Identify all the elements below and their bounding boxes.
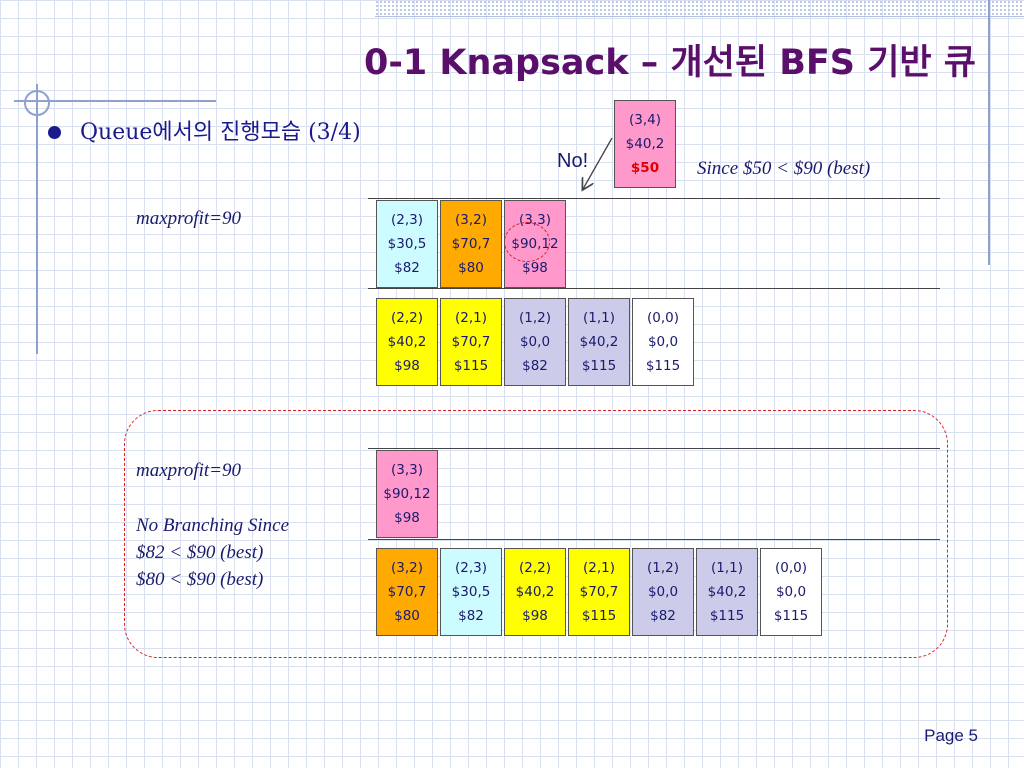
node-label: (3,2) bbox=[454, 212, 487, 228]
node-weight-profit: $70,7 bbox=[451, 334, 491, 350]
frame-right-line bbox=[988, 0, 990, 265]
node-label: (3,4) bbox=[628, 112, 661, 128]
frame-left-line bbox=[36, 84, 38, 354]
node-label: (0,0) bbox=[646, 310, 679, 326]
queue-node: (2,2) $40,2 $98 bbox=[504, 548, 566, 636]
node-label: (1,2) bbox=[646, 560, 679, 576]
page-number: Page 5 bbox=[924, 726, 978, 745]
no-branching-text: No Branching Since bbox=[136, 515, 290, 536]
queue-node: (1,1) $40,2 $115 bbox=[568, 298, 630, 386]
node-bound: $98 bbox=[394, 358, 420, 374]
node-weight-profit: $90,12 bbox=[383, 486, 431, 502]
node-weight-profit: $70,7 bbox=[387, 584, 427, 600]
node-label: (1,1) bbox=[582, 310, 615, 326]
node-weight-profit: $40,2 bbox=[707, 584, 747, 600]
node-weight-profit: $40,2 bbox=[625, 136, 665, 152]
node-bound: $82 bbox=[394, 260, 420, 276]
node-label: (0,0) bbox=[774, 560, 807, 576]
node-label: (2,2) bbox=[518, 560, 551, 576]
node-bound: $98 bbox=[522, 260, 548, 276]
queue-node: (3,2) $70,7 $80 bbox=[440, 200, 502, 288]
queue-node: (0,0) $0,0 $115 bbox=[632, 298, 694, 386]
node-weight-profit: $0,0 bbox=[775, 584, 807, 600]
node-label: (1,2) bbox=[518, 310, 551, 326]
queue-node: (2,2) $40,2 $98 bbox=[376, 298, 438, 386]
lower-queue-line-top bbox=[368, 448, 940, 449]
queue-node: (2,1) $70,7 $115 bbox=[568, 548, 630, 636]
queue-node: (3,2) $70,7 $80 bbox=[376, 548, 438, 636]
queue-node: (2,1) $70,7 $115 bbox=[440, 298, 502, 386]
bullet-dot bbox=[48, 126, 61, 139]
rejected-node: (3,4) $40,2 $50 bbox=[614, 100, 676, 188]
node-weight-profit: $0,0 bbox=[647, 584, 679, 600]
since-note: Since $50 < $90 (best) bbox=[697, 158, 871, 179]
queue-node: (0,0) $0,0 $115 bbox=[760, 548, 822, 636]
node-weight-profit: $40,2 bbox=[579, 334, 619, 350]
queue-node: (1,2) $0,0 $82 bbox=[632, 548, 694, 636]
frame-corner-circle bbox=[24, 90, 50, 116]
node-weight-profit: $40,2 bbox=[387, 334, 427, 350]
node-bound: $80 bbox=[394, 608, 420, 624]
upper-queue-line-bottom bbox=[368, 288, 940, 289]
reason-2: $80 < $90 (best) bbox=[136, 569, 264, 590]
header-dot-band bbox=[375, 0, 1024, 16]
node-bound: $115 bbox=[645, 358, 681, 374]
node-bound: $82 bbox=[650, 608, 676, 624]
node-weight-profit: $70,7 bbox=[579, 584, 619, 600]
node-bound: $82 bbox=[458, 608, 484, 624]
node-label: (3,2) bbox=[390, 560, 423, 576]
node-weight-profit: $70,7 bbox=[451, 236, 491, 252]
node-label: (2,1) bbox=[582, 560, 615, 576]
queue-node: (2,3) $30,5 $82 bbox=[376, 200, 438, 288]
no-label: No! bbox=[557, 150, 589, 172]
node-label: (2,3) bbox=[390, 212, 423, 228]
queue-node: (1,2) $0,0 $82 bbox=[504, 298, 566, 386]
node-bound: $115 bbox=[453, 358, 489, 374]
bullet-text: Queue에서의 진행모습 (3/4) bbox=[80, 120, 361, 145]
queue-node: (2,3) $30,5 $82 bbox=[440, 548, 502, 636]
node-label: (3,3) bbox=[390, 462, 423, 478]
node-weight-profit: $30,5 bbox=[451, 584, 491, 600]
lower-queue-line-bottom bbox=[368, 539, 940, 540]
highlight-circle bbox=[504, 222, 550, 262]
node-bound: $98 bbox=[394, 510, 420, 526]
upper-maxprofit: maxprofit=90 bbox=[136, 208, 242, 229]
node-bound: $115 bbox=[581, 358, 617, 374]
node-bound: $50 bbox=[630, 160, 660, 176]
node-weight-profit: $0,0 bbox=[519, 334, 551, 350]
node-bound: $115 bbox=[581, 608, 617, 624]
header-band-line bbox=[375, 16, 1024, 17]
node-bound: $82 bbox=[522, 358, 548, 374]
node-bound: $98 bbox=[522, 608, 548, 624]
frame-top-line bbox=[14, 100, 216, 102]
queue-node: (1,1) $40,2 $115 bbox=[696, 548, 758, 636]
reason-1: $82 < $90 (best) bbox=[136, 542, 264, 563]
node-bound: $115 bbox=[773, 608, 809, 624]
node-weight-profit: $0,0 bbox=[647, 334, 679, 350]
node-label: (2,3) bbox=[454, 560, 487, 576]
node-weight-profit: $40,2 bbox=[515, 584, 555, 600]
queue-node: (3,3) $90,12 $98 bbox=[376, 450, 438, 538]
no-branching-region bbox=[124, 410, 948, 658]
node-bound: $115 bbox=[709, 608, 745, 624]
node-weight-profit: $30,5 bbox=[387, 236, 427, 252]
node-label: (1,1) bbox=[710, 560, 743, 576]
upper-queue-line-top bbox=[368, 198, 940, 199]
lower-maxprofit: maxprofit=90 bbox=[136, 460, 242, 481]
node-label: (2,1) bbox=[454, 310, 487, 326]
node-bound: $80 bbox=[458, 260, 484, 276]
slide-title: 0-1 Knapsack – 개선된 BFS 기반 큐 bbox=[363, 43, 976, 83]
node-label: (2,2) bbox=[390, 310, 423, 326]
